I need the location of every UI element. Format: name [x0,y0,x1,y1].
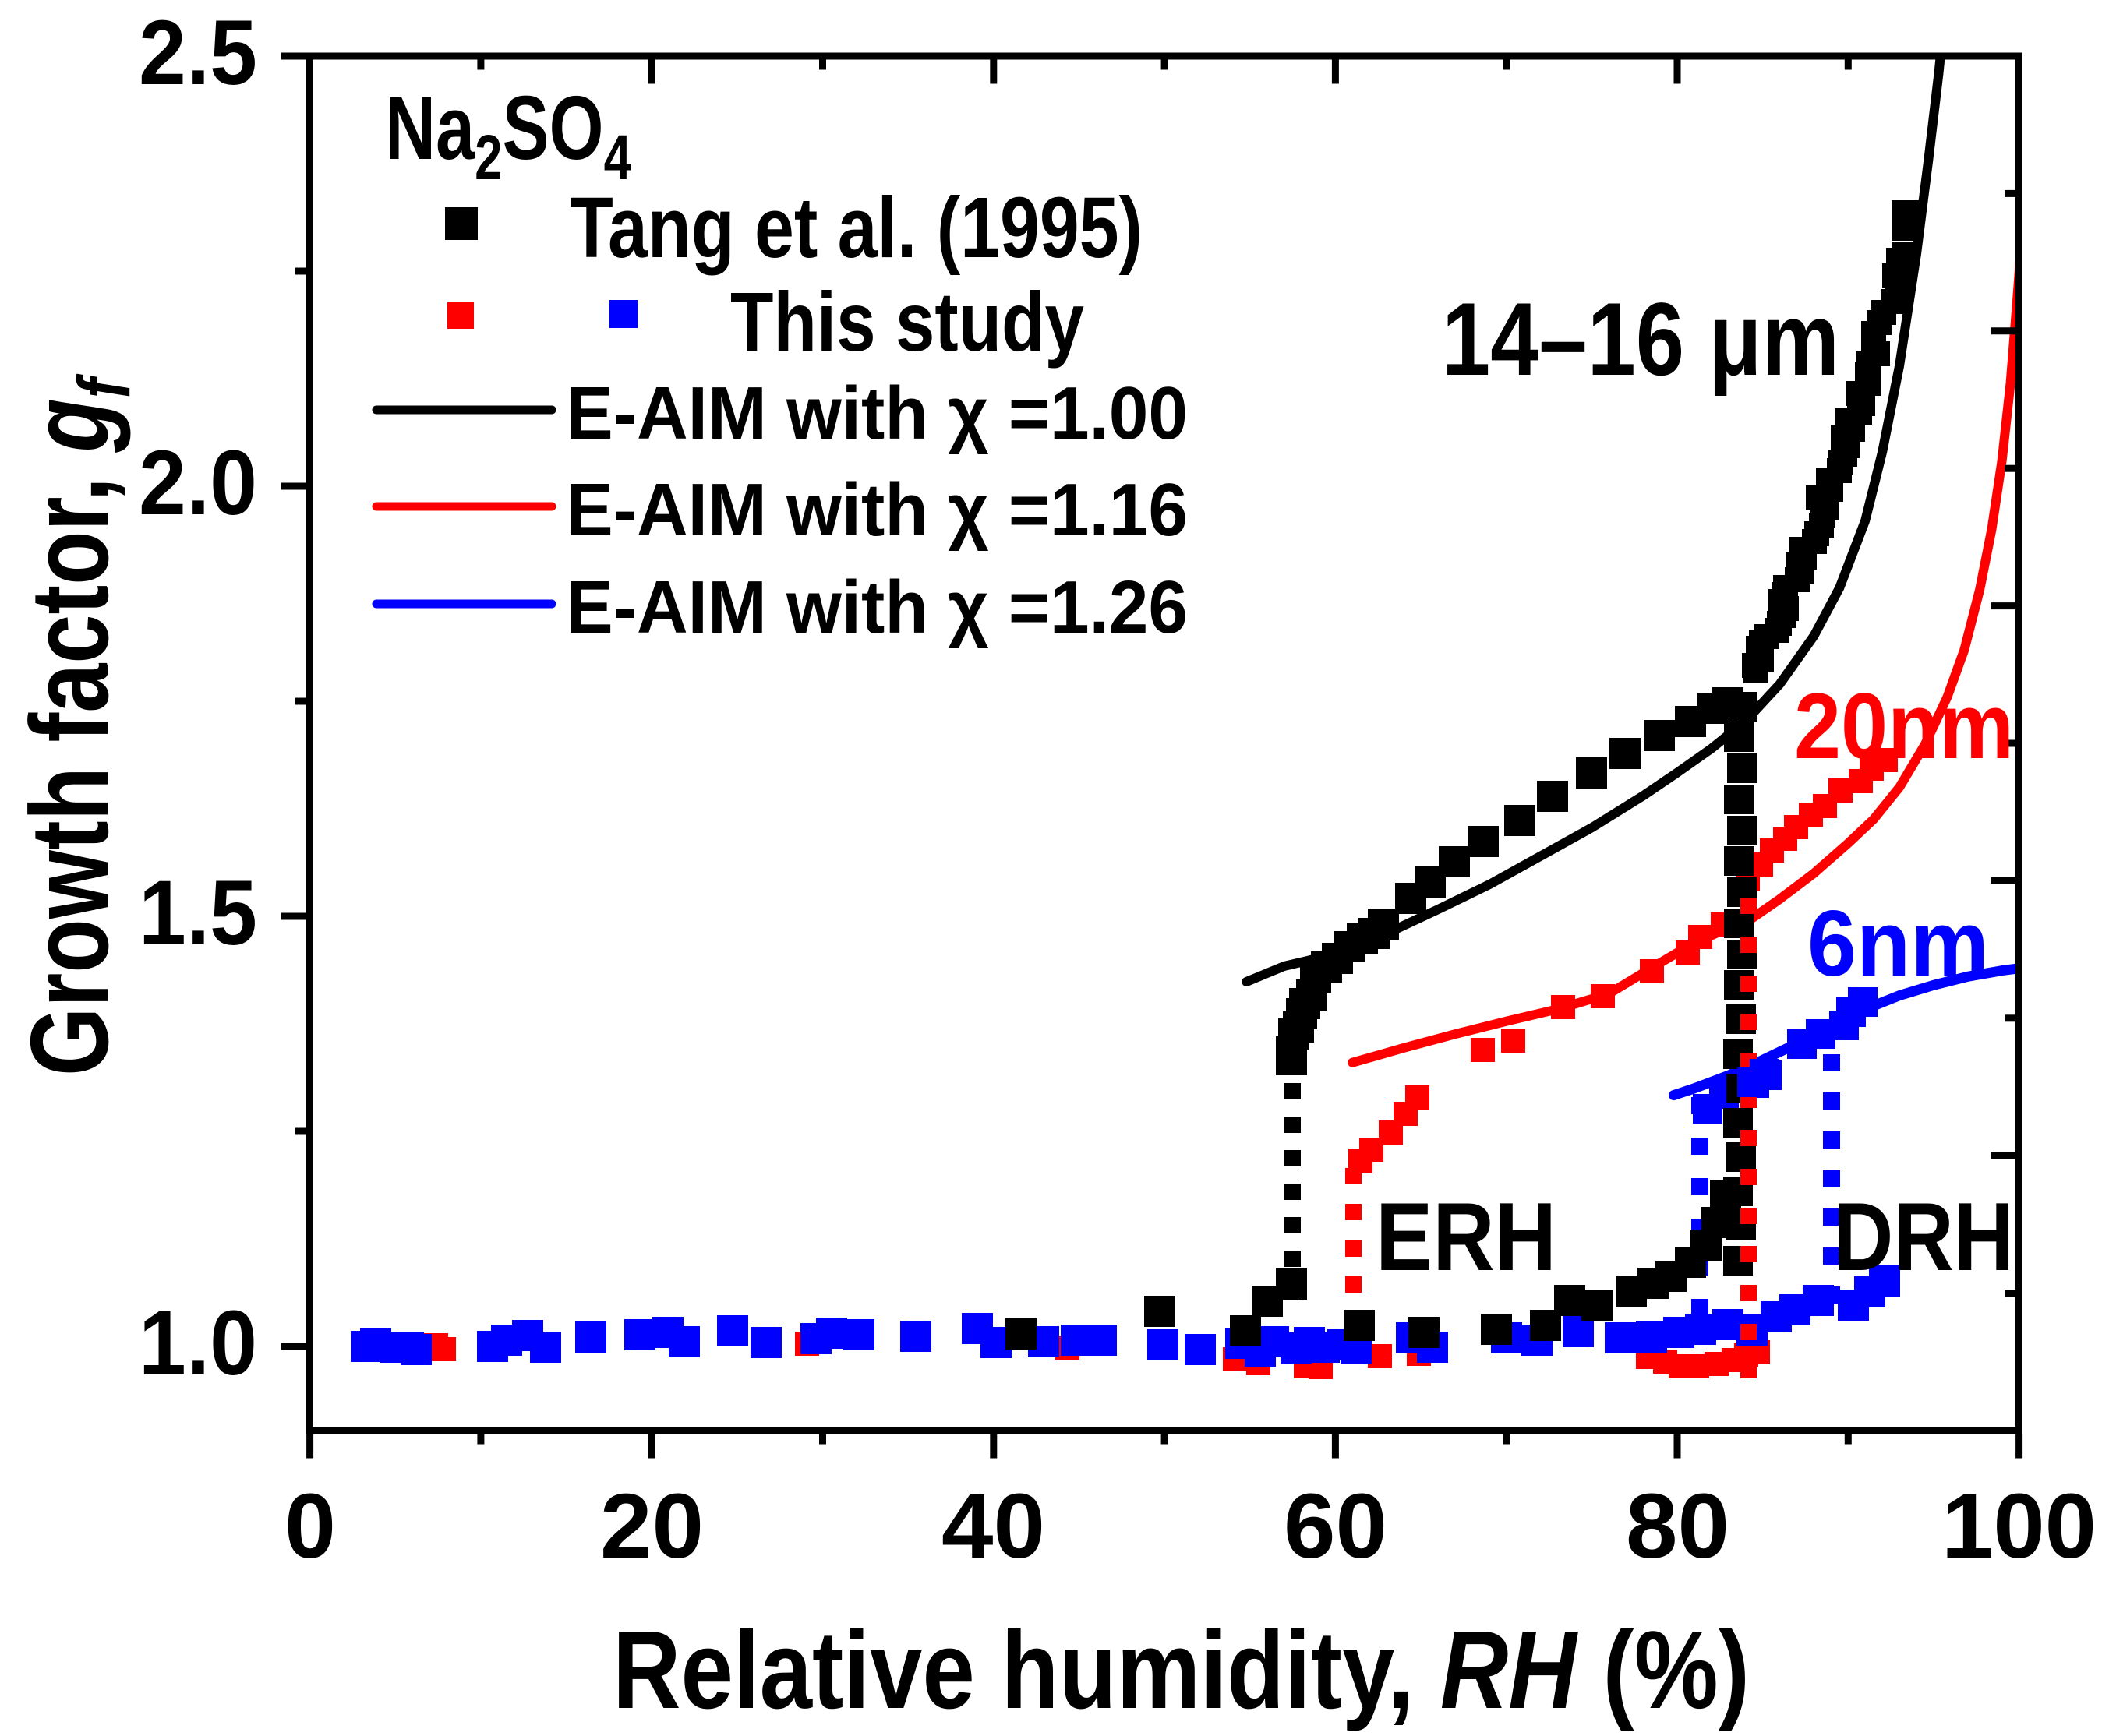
svg-text:2.5: 2.5 [139,2,257,104]
svg-text:E-AIM with χ =1.26: E-AIM with χ =1.26 [566,566,1188,649]
svg-text:100: 100 [1941,1475,2097,1578]
svg-text:1.0: 1.0 [139,1292,257,1395]
svg-text:40: 40 [941,1475,1045,1578]
svg-text:Relative humidity, RH (%): Relative humidity, RH (%) [613,1608,1750,1732]
svg-text:E-AIM with χ =1.00: E-AIM with χ =1.00 [566,372,1188,455]
svg-text:14–16 μm: 14–16 μm [1442,282,1839,397]
svg-text:6nm: 6nm [1807,891,1989,996]
svg-text:Growth factor, gf: Growth factor, gf [8,373,146,1076]
svg-text:1.5: 1.5 [139,862,257,965]
svg-text:60: 60 [1284,1475,1387,1578]
svg-text:Tang et al. (1995): Tang et al. (1995) [570,180,1143,276]
svg-text:0: 0 [284,1475,336,1578]
svg-text:2.0: 2.0 [139,432,257,535]
svg-text:20nm: 20nm [1794,674,2014,778]
svg-text:20: 20 [600,1475,704,1578]
svg-text:80: 80 [1626,1475,1729,1578]
svg-text:This study: This study [730,274,1084,369]
svg-text:E-AIM with χ =1.16: E-AIM with χ =1.16 [566,468,1188,552]
svg-text:ERH: ERH [1376,1184,1556,1291]
svg-text:Na2SO4: Na2SO4 [385,77,631,193]
svg-text:DRH: DRH [1833,1184,2014,1291]
